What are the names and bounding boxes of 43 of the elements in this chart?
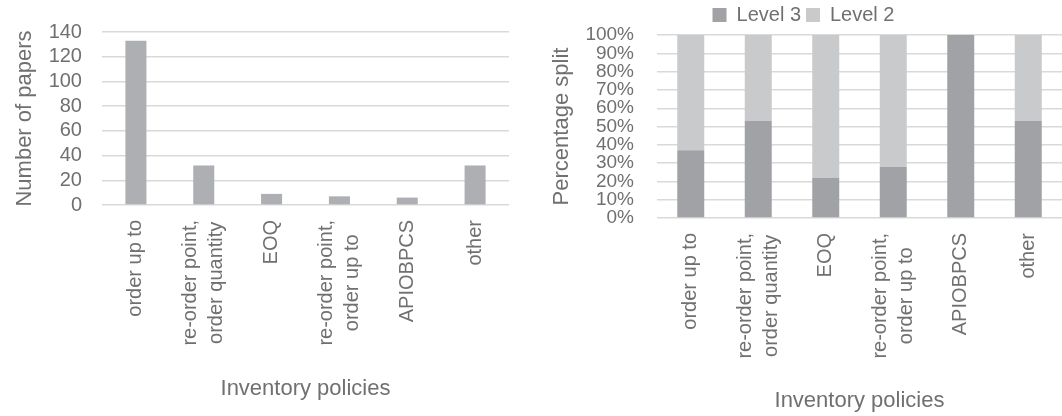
bar (879, 166, 907, 218)
y-tick-label: 20 (59, 167, 82, 190)
bar (1014, 35, 1042, 122)
bar (125, 40, 147, 205)
x-axis-title: Inventory policies (220, 374, 391, 400)
x-tick-label: re-order point, order up to (313, 220, 362, 346)
y-tick-label: 0% (606, 206, 635, 228)
bar (328, 196, 350, 205)
x-tick-label: re-order point, order up to (867, 233, 916, 359)
x-tick-label: re-order point, order quantity (178, 220, 227, 346)
bar (812, 35, 840, 178)
y-axis-title: Number of papers (11, 30, 37, 207)
legend-label: Level 3 (736, 2, 802, 25)
bar (812, 177, 840, 218)
x-tick-label: EOQ (259, 220, 282, 265)
x-tick-label: APIOBPCS (948, 233, 971, 336)
bar (744, 121, 772, 218)
bar (677, 35, 705, 151)
y-tick-label: 0 (70, 192, 82, 215)
bar (261, 193, 283, 205)
x-tick-label: other (462, 219, 485, 266)
y-tick-label: 60 (59, 118, 82, 141)
bar (677, 150, 705, 218)
y-tick-label: 80 (59, 93, 82, 116)
x-tick-label: re-order point, order quantity (732, 233, 781, 359)
bar (1014, 121, 1042, 218)
y-tick-label: 40 (59, 143, 82, 166)
legend-label: Level 2 (830, 2, 895, 25)
y-tick-label: 120 (48, 44, 82, 67)
y-tick-label: 140 (48, 19, 82, 42)
bar (464, 165, 486, 205)
x-tick-label: EOQ (813, 233, 836, 278)
bar (947, 35, 975, 218)
y-axis-title: Percentage split (548, 47, 574, 206)
x-axis-title: Inventory policies (774, 386, 945, 412)
bar (193, 165, 215, 205)
x-tick-label: order up to (123, 220, 146, 317)
y-tick-label: 100 (48, 68, 82, 91)
x-tick-label: other (1015, 232, 1038, 279)
x-tick-label: order up to (678, 233, 701, 330)
bar (744, 35, 772, 122)
x-tick-label: APIOBPCS (394, 220, 417, 323)
bar (879, 35, 907, 167)
